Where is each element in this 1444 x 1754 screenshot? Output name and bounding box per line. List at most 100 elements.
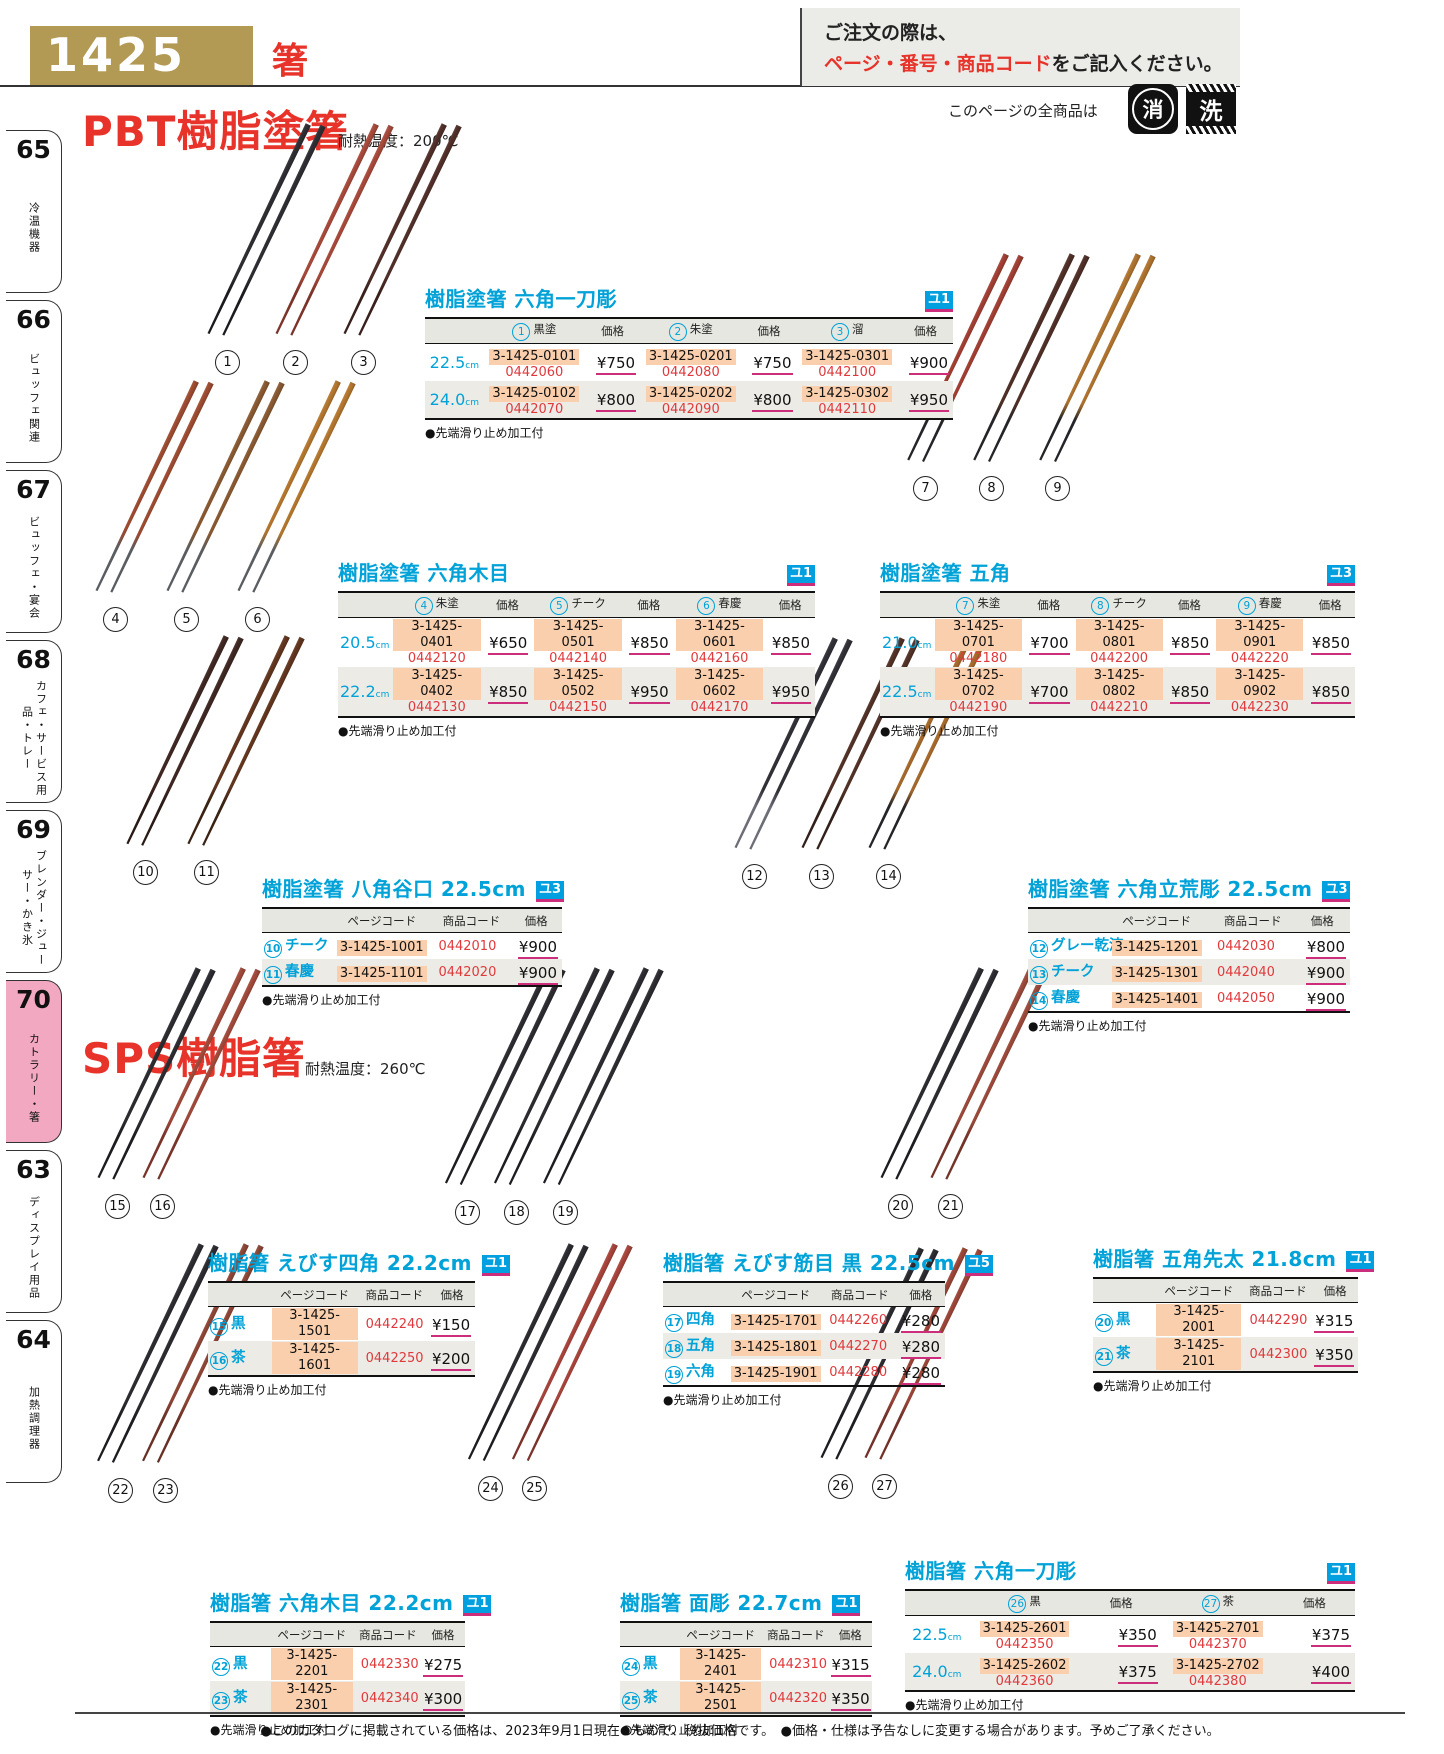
table-title-row: 樹脂箸 六角木目 22.2cm ユ1 (210, 1591, 492, 1616)
catalog-code-badge: ユ5 (964, 1255, 993, 1276)
color-col-header: 5 チーク (532, 592, 624, 618)
page-code: 3-1425-0102 (489, 386, 580, 402)
sidebar-item-label: ビュッフェ関連 (27, 352, 41, 444)
table-row: 24.0cm 3-1425-2602 0442360 ¥375 3-1425-2702 0… (905, 1653, 1355, 1691)
price-cell: ¥700 (1024, 618, 1074, 668)
catalog-code-badge: ユ1 (925, 291, 953, 312)
code-cell: 3-1425-0602 0442170 (674, 667, 766, 717)
page-code: 3-1425-0501 (534, 619, 622, 651)
item-name-cell: 13 チーク (1028, 959, 1102, 985)
col-header: 商品コード (763, 1622, 829, 1647)
sidebar-item-label: カフェ・サービス用品・トレー (20, 679, 48, 797)
page-code-cell: 3-1425-1101 (331, 959, 432, 986)
catalog-code-badge: ユ3 (535, 881, 564, 902)
price-value: ¥850 (770, 634, 811, 655)
code-cell: 3-1425-2702 0442380 (1162, 1653, 1274, 1691)
price-cell: ¥750 (741, 344, 796, 382)
code-cell: 3-1425-0202 0442090 (640, 381, 741, 419)
page-code: 3-1425-0701 (934, 619, 1022, 651)
page-code-cell: 3-1425-1901 (728, 1359, 823, 1386)
page-number: 1425 (46, 28, 187, 82)
sidebar-item-69: 69 ブレンダー・ジューサー・かき氷 (6, 810, 62, 973)
table-title: 樹脂塗箸 六角一刀彫 (425, 287, 617, 311)
size-cell: 22.5cm (912, 1625, 962, 1644)
sidebar-item-number: 68 (16, 645, 51, 674)
nonslip-note: ●先端滑り止め加工付 (262, 993, 381, 1007)
price-value: ¥850 (1170, 683, 1211, 704)
item-name-cell: 21 茶 (1093, 1337, 1154, 1372)
name-col-header (1093, 1278, 1155, 1303)
price-cell: ¥400 (1274, 1653, 1355, 1691)
col-header: ページコード (268, 1622, 355, 1647)
col-header: 価格 (828, 1622, 872, 1647)
product-code: 0442270 (829, 1338, 888, 1354)
price-cell: ¥750 (585, 344, 640, 382)
size-cell: 20.5cm (340, 633, 390, 652)
table-row: 20.5cm 3-1425-0401 0442120 ¥650 3-1425-0501 0… (338, 618, 815, 668)
price-col-header: 価格 (1080, 1590, 1162, 1616)
item-name-cell: 18 五角 (663, 1333, 728, 1359)
price-value: ¥900 (517, 937, 558, 959)
page-code-cell: 3-1425-1401 (1102, 985, 1211, 1012)
product-code: 0442160 (690, 651, 749, 666)
page-code: 3-1425-1501 (271, 1308, 358, 1340)
table-title: 樹脂箸 五角先太 21.8cm (1093, 1247, 1337, 1271)
table-row: 21 茶 3-1425-2101 0442300 ¥350 (1093, 1337, 1358, 1372)
size-unit: cm (465, 398, 479, 408)
code-cell: 3-1425-0101 0442060 (484, 344, 585, 382)
color-col-header: 7 朱塗 (932, 592, 1024, 618)
table-row: 20 黒 3-1425-2001 0442290 ¥315 (1093, 1303, 1358, 1338)
product-code: 0442320 (769, 1690, 827, 1706)
circled-number: 15 (210, 1318, 228, 1336)
price-value: ¥150 (430, 1315, 472, 1337)
product-number-badge-14: 14 (876, 864, 901, 889)
price-cell: ¥275 (421, 1647, 465, 1682)
sidebar-item-66: 66 ビュッフェ関連 (6, 300, 62, 463)
size-col-header (338, 592, 392, 618)
erasable-mark-glyph: 消 (1132, 88, 1174, 130)
color-col-header: 26 黒 (968, 1590, 1081, 1616)
code-cell: 3-1425-0901 0442220 (1214, 618, 1305, 668)
price-value: ¥400 (1310, 1663, 1351, 1684)
price-value: ¥800 (752, 391, 793, 412)
table-row: 22.5cm 3-1425-0702 0442190 ¥700 3-1425-0802 0… (880, 667, 1355, 717)
price-value: ¥700 (1029, 634, 1070, 655)
col-header: 商品コード (1210, 908, 1295, 933)
product-table: ページコード 商品コード 価格 15 黒 3-1425-1501 0442240 ¥150 16… (208, 1281, 475, 1377)
table-row: 22.2cm 3-1425-0402 0442130 ¥850 3-1425-0502 0… (338, 667, 815, 717)
price-value: ¥950 (629, 683, 670, 704)
circled-number: 23 (212, 1692, 230, 1710)
product-code: 0442120 (407, 651, 466, 666)
item-name-cell: 20 黒 (1093, 1303, 1154, 1338)
item-name-cell: 10 チーク (262, 933, 331, 960)
price-col-header: 価格 (897, 318, 953, 344)
price-cell: ¥350 (829, 1681, 872, 1716)
size-unit: cm (465, 361, 479, 371)
product-code: 0442100 (818, 365, 877, 380)
price-value: ¥750 (752, 354, 793, 375)
table-title: 樹脂箸 六角一刀彫 (905, 1559, 1077, 1583)
order-note-tail: をご記入ください。 (1051, 53, 1223, 75)
page-code: 3-1425-2602 (979, 1658, 1070, 1674)
price-col-header: 価格 (1305, 592, 1355, 618)
product-code: 0442300 (1249, 1346, 1308, 1362)
price-cell: ¥800 (741, 381, 796, 419)
item-name-cell: 23 茶 (210, 1681, 269, 1716)
size-unit: cm (947, 1633, 962, 1643)
price-col-header: 価格 (741, 318, 797, 344)
code-cell: 3-1425-2601 0442350 (969, 1616, 1081, 1654)
page-code: 3-1425-1901 (730, 1366, 821, 1382)
price-value: ¥950 (770, 683, 811, 704)
product-number-badge-12: 12 (742, 864, 767, 889)
price-value: ¥280 (900, 1363, 941, 1385)
catalog-code-badge: ユ1 (481, 1255, 510, 1276)
price-cell: ¥900 (510, 933, 562, 960)
sidebar-item-label: ブレンダー・ジューサー・かき氷 (20, 849, 48, 967)
table-header-row: ページコード 商品コード 価格 (1028, 908, 1350, 933)
page-code: 3-1425-2702 (1172, 1658, 1263, 1674)
price-value: ¥950 (908, 391, 949, 412)
table-header-row: ページコード 商品コード 価格 (208, 1282, 475, 1307)
code-cell: 3-1425-0102 0442070 (484, 381, 585, 419)
col-header: ページコード (678, 1622, 764, 1647)
